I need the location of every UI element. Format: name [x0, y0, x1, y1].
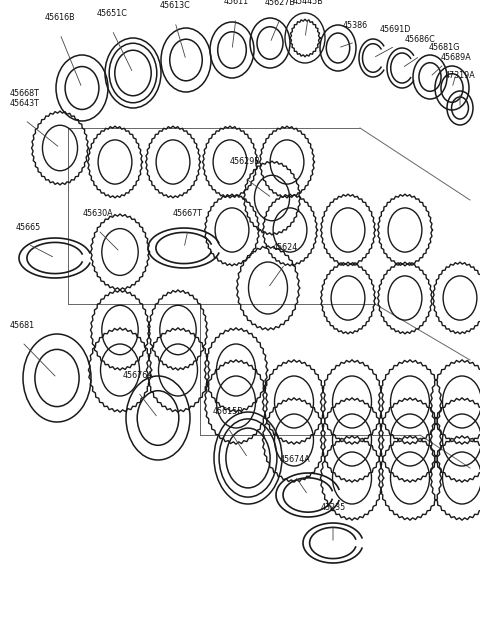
- Text: 45615B: 45615B: [213, 407, 243, 416]
- Text: 45651C: 45651C: [96, 9, 127, 18]
- Text: 45613C: 45613C: [160, 1, 191, 10]
- Text: 45681G: 45681G: [428, 43, 460, 52]
- Text: 45445B: 45445B: [293, 0, 324, 6]
- Text: 45667T: 45667T: [173, 209, 203, 218]
- Text: 47319A: 47319A: [444, 71, 475, 80]
- Text: 45668T
45643T: 45668T 45643T: [10, 88, 40, 108]
- Text: 45676A: 45676A: [122, 371, 154, 380]
- Text: 45627B: 45627B: [264, 0, 295, 7]
- Text: 45616B: 45616B: [45, 13, 75, 22]
- Text: 45681: 45681: [10, 321, 35, 330]
- Text: 45674A: 45674A: [280, 455, 311, 464]
- Text: 45611: 45611: [223, 0, 249, 6]
- Text: 45691D: 45691D: [379, 25, 411, 34]
- Text: 43235: 43235: [320, 503, 346, 512]
- Text: 45386: 45386: [342, 21, 368, 30]
- Text: 45689A: 45689A: [441, 53, 471, 62]
- Text: 45629B: 45629B: [229, 157, 261, 166]
- Text: 45686C: 45686C: [405, 35, 435, 44]
- Text: 45624: 45624: [272, 243, 298, 252]
- Text: 45630A: 45630A: [83, 209, 113, 218]
- Text: 45665: 45665: [15, 223, 41, 232]
